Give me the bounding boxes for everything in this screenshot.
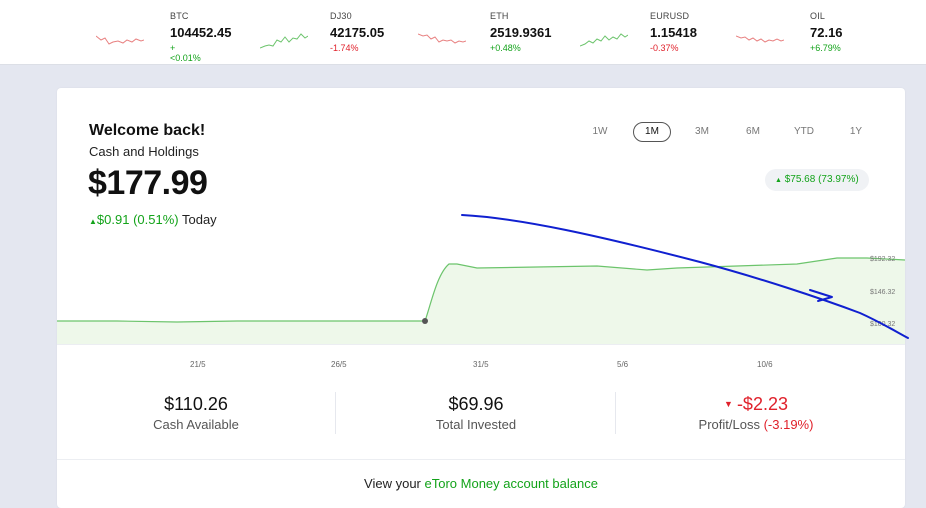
total-invested-value: $69.96 (448, 394, 504, 414)
sparkline-eurusd (580, 33, 628, 47)
period-gain-value: $75.68 (73.97%) (784, 174, 859, 185)
ticker-change: +6.79% (810, 43, 841, 53)
ticker-symbol: OIL (810, 11, 826, 21)
ticker-price: 104452.45 (170, 25, 232, 40)
period-ytd[interactable]: YTD (794, 126, 814, 137)
ticker-symbol: BTC (170, 11, 189, 21)
period-1y[interactable]: 1Y (849, 126, 863, 137)
y-tick-label: $146.32 (870, 289, 895, 296)
total-invested-label: Total Invested (435, 417, 517, 432)
ticker-bar: BTC 104452.45 +<0.01% DJ30 42175.05 -1.7… (0, 0, 926, 65)
cash-available-label: Cash Available (153, 417, 239, 432)
footer-divider (57, 459, 905, 460)
sparkline-dj30 (260, 33, 308, 49)
profit-loss-stat: ▼ -$2.23 Profit/Loss (-3.19%) (626, 394, 886, 432)
today-change: ▲$0.91 (0.51%) Today (89, 212, 217, 227)
today-change-value: $0.91 (0.51%) (96, 212, 179, 227)
period-6m[interactable]: 6M (746, 126, 760, 137)
ticker-change: +0.48% (490, 43, 521, 53)
ticker-change: -1.74% (330, 43, 359, 53)
x-tick-label: 26/5 (331, 360, 347, 369)
x-tick-label: 21/5 (190, 360, 206, 369)
period-gain-badge: ▲ $75.68 (73.97%) (765, 169, 869, 191)
profit-loss-label: Profit/Loss (698, 417, 760, 432)
portfolio-chart[interactable]: $192.32 $146.32 $100.32 (57, 208, 905, 348)
welcome-heading: Welcome back! (89, 122, 206, 139)
profit-loss-value: -$2.23 (736, 394, 788, 414)
profit-loss-percent: (-3.19%) (763, 417, 814, 432)
down-caret-icon: ▼ (724, 399, 733, 409)
emoney-footer: View your eToro Money account balance (57, 476, 905, 491)
sparkline-oil (736, 35, 784, 43)
y-tick-label: $100.32 (870, 321, 895, 328)
sparkline-eth (418, 33, 466, 44)
x-tick-label: 10/6 (757, 360, 773, 369)
ticker-symbol: DJ30 (330, 11, 352, 21)
x-tick-label: 31/5 (473, 360, 489, 369)
stat-divider (335, 392, 336, 434)
chart-area-fill (57, 258, 905, 344)
portfolio-balance: $177.99 (88, 164, 208, 202)
chart-point-marker (422, 318, 428, 324)
ticker-symbol: ETH (490, 11, 509, 21)
today-label: Today (181, 212, 217, 227)
cash-available-stat: $110.26 Cash Available (66, 394, 326, 432)
y-tick-label: $192.32 (870, 256, 895, 263)
chart-divider (57, 344, 905, 345)
ticker-change: -0.37% (650, 43, 679, 53)
up-triangle-icon: ▲ (89, 217, 97, 226)
period-selector: 1W 1M 3M 6M YTD 1Y (577, 122, 887, 144)
period-3m[interactable]: 3M (695, 126, 709, 137)
balance-subtitle: Cash and Holdings (89, 144, 199, 159)
ticker-price: 42175.05 (330, 25, 385, 40)
x-tick-label: 5/6 (617, 360, 629, 369)
period-1w[interactable]: 1W (592, 126, 608, 137)
ticker-symbol: EURUSD (650, 11, 690, 21)
portfolio-card: Welcome back! Cash and Holdings $177.99 … (57, 88, 905, 508)
sparkline-btc (96, 35, 144, 45)
ticker-price: 2519.9361 (490, 25, 552, 40)
up-triangle-icon: ▲ (775, 177, 782, 184)
stat-divider (615, 392, 616, 434)
footer-prefix: View your (364, 476, 421, 491)
cash-available-value: $110.26 (164, 394, 228, 414)
period-1m[interactable]: 1M (633, 122, 671, 142)
ticker-price: 1.15418 (650, 25, 697, 40)
ticker-change: +<0.01% (170, 43, 201, 63)
total-invested-stat: $69.96 Total Invested (346, 394, 606, 432)
ticker-price: 72.16 (810, 25, 843, 40)
emoney-balance-link[interactable]: eToro Money account balance (424, 476, 598, 491)
